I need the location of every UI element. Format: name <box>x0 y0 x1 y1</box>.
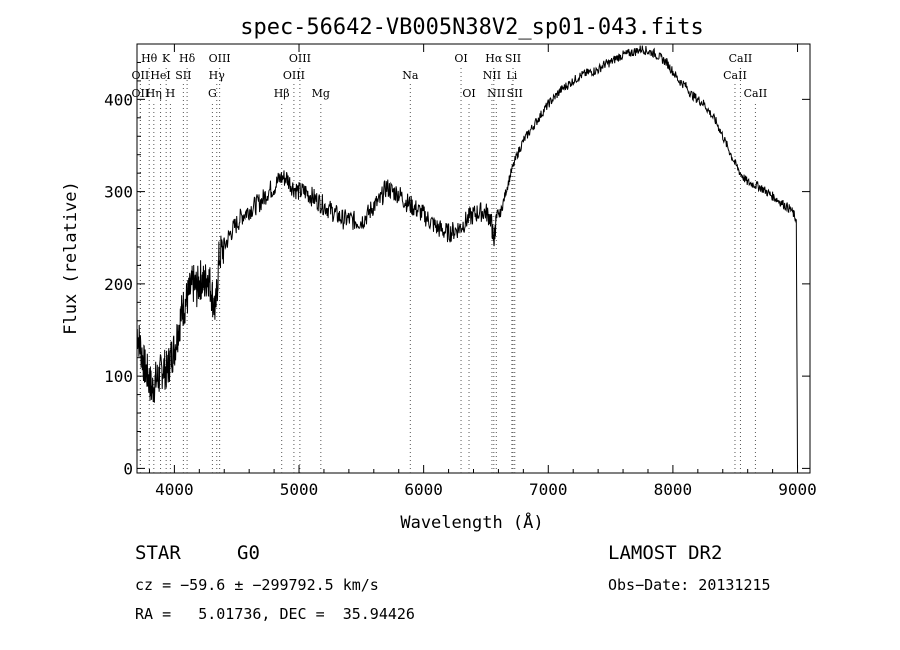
line-marker-label: OI <box>454 52 467 65</box>
y-tick-label: 400 <box>104 90 133 109</box>
x-tick-label: 4000 <box>155 480 194 499</box>
survey-name: LAMOST DR2 <box>608 542 723 564</box>
y-tick-label: 200 <box>104 275 133 294</box>
object-class: STAR <box>135 542 181 564</box>
line-marker-label: SII <box>505 52 521 65</box>
x-axis: 4000 5000 6000 7000 8000 9000 <box>148 44 817 499</box>
line-marker-label: Hγ <box>209 69 226 82</box>
x-tick-label: 6000 <box>404 480 443 499</box>
chart-title: spec-56642-VB005N38V2_sp01-043.fits <box>240 15 704 40</box>
object-subclass: G0 <box>237 542 260 564</box>
obs-date: Obs−Date: 20131215 <box>608 576 771 594</box>
line-marker-label: HeI <box>150 69 170 82</box>
line-marker-label: OIII <box>289 52 311 65</box>
y-tick-label: 300 <box>104 183 133 202</box>
line-marker-label: OIII <box>209 52 231 65</box>
line-marker-label: CaII <box>723 69 747 82</box>
x-tick-label: 5000 <box>280 480 319 499</box>
line-marker-label: OII <box>132 69 150 82</box>
y-axis-label: Flux (relative) <box>61 181 81 335</box>
redshift-readout: cz = −59.6 ± −299792.5 km/s <box>135 576 379 594</box>
line-marker-label: Hη <box>146 87 162 100</box>
line-marker-label: SII <box>507 87 523 100</box>
line-marker-label: H <box>166 87 176 100</box>
x-axis-label: Wavelength (Å) <box>400 511 543 533</box>
x-tick-label: 8000 <box>654 480 693 499</box>
line-marker-label: OI <box>462 87 475 100</box>
line-marker-label: CaII <box>744 87 768 100</box>
line-marker-label: G <box>208 87 217 100</box>
y-axis: 0 100 200 300 400 <box>104 61 810 478</box>
line-marker-label: CaII <box>729 52 753 65</box>
line-marker-label: SII <box>175 69 191 82</box>
line-markers: Hθ OII OII K HeI Hη SII H Hδ OIII Hγ G Hβ OIII OIII Mg N… <box>132 52 768 473</box>
line-marker-label: Hβ <box>274 87 290 100</box>
line-marker-label: Li <box>506 69 517 82</box>
line-marker-label: Na <box>402 69 419 82</box>
line-marker-label: K <box>162 52 171 65</box>
line-marker-label: NII <box>483 69 501 82</box>
x-tick-label: 7000 <box>529 480 568 499</box>
line-marker-label: Mg <box>312 87 330 100</box>
y-tick-label: 100 <box>104 367 133 386</box>
spectrum-line <box>136 45 798 469</box>
y-tick-label: 0 <box>123 459 133 478</box>
line-marker-label: NII <box>487 87 505 100</box>
x-tick-label: 9000 <box>778 480 817 499</box>
line-marker-label: Hθ <box>141 52 158 65</box>
line-marker-label: Hα <box>485 52 503 65</box>
coordinates: RA = 5.01736, DEC = 35.94426 <box>135 605 415 623</box>
plot-frame <box>136 43 811 474</box>
line-marker-label: OIII <box>283 69 305 82</box>
line-marker-label: Hδ <box>179 52 196 65</box>
line-marker-label: OII <box>132 87 150 100</box>
